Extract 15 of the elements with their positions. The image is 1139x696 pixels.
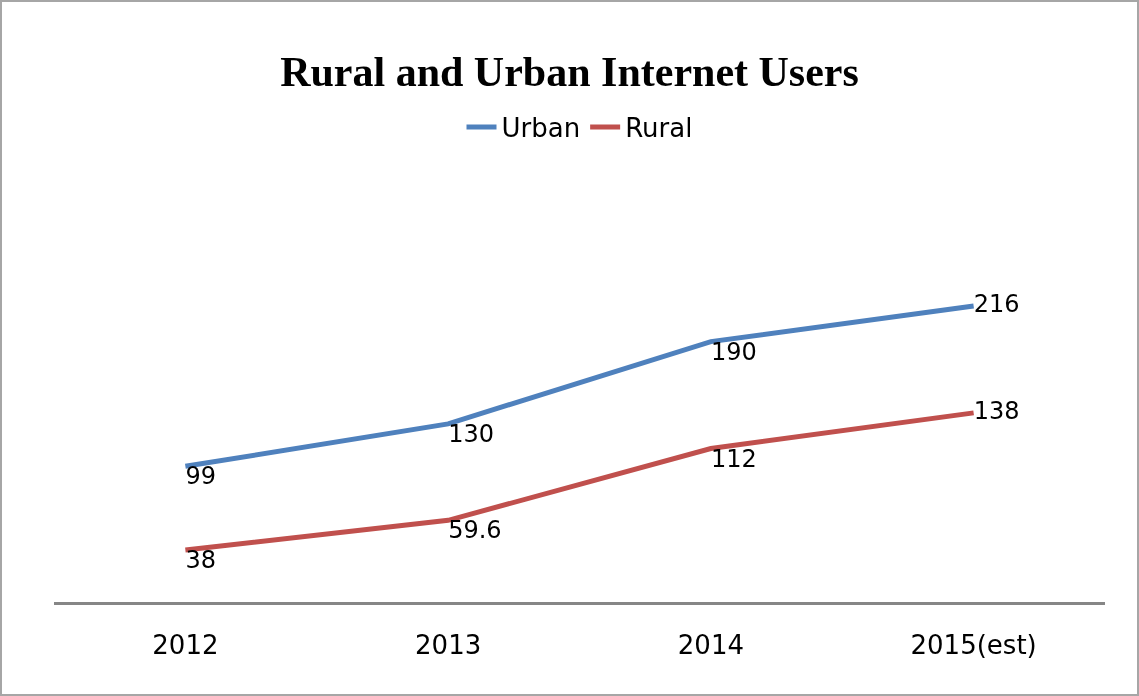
- data-label: 38: [185, 545, 216, 574]
- data-label: 59.6: [448, 516, 502, 545]
- data-label: 99: [185, 462, 216, 491]
- data-label: 112: [710, 444, 757, 473]
- data-label: 216: [973, 290, 1020, 318]
- x-tick-label: 2013: [415, 630, 482, 661]
- legend-label: Rural: [625, 113, 693, 144]
- x-tick-label: 2012: [152, 630, 219, 661]
- x-tick-label: 2015(est): [910, 630, 1037, 661]
- data-label: 190: [710, 337, 757, 366]
- data-label: 130: [448, 419, 494, 448]
- x-tick-label: 2014: [677, 630, 744, 661]
- data-label: 138: [973, 396, 1020, 425]
- chart-title: Rural and Urban Internet Users: [280, 48, 859, 95]
- legend-label: Urban: [501, 113, 581, 144]
